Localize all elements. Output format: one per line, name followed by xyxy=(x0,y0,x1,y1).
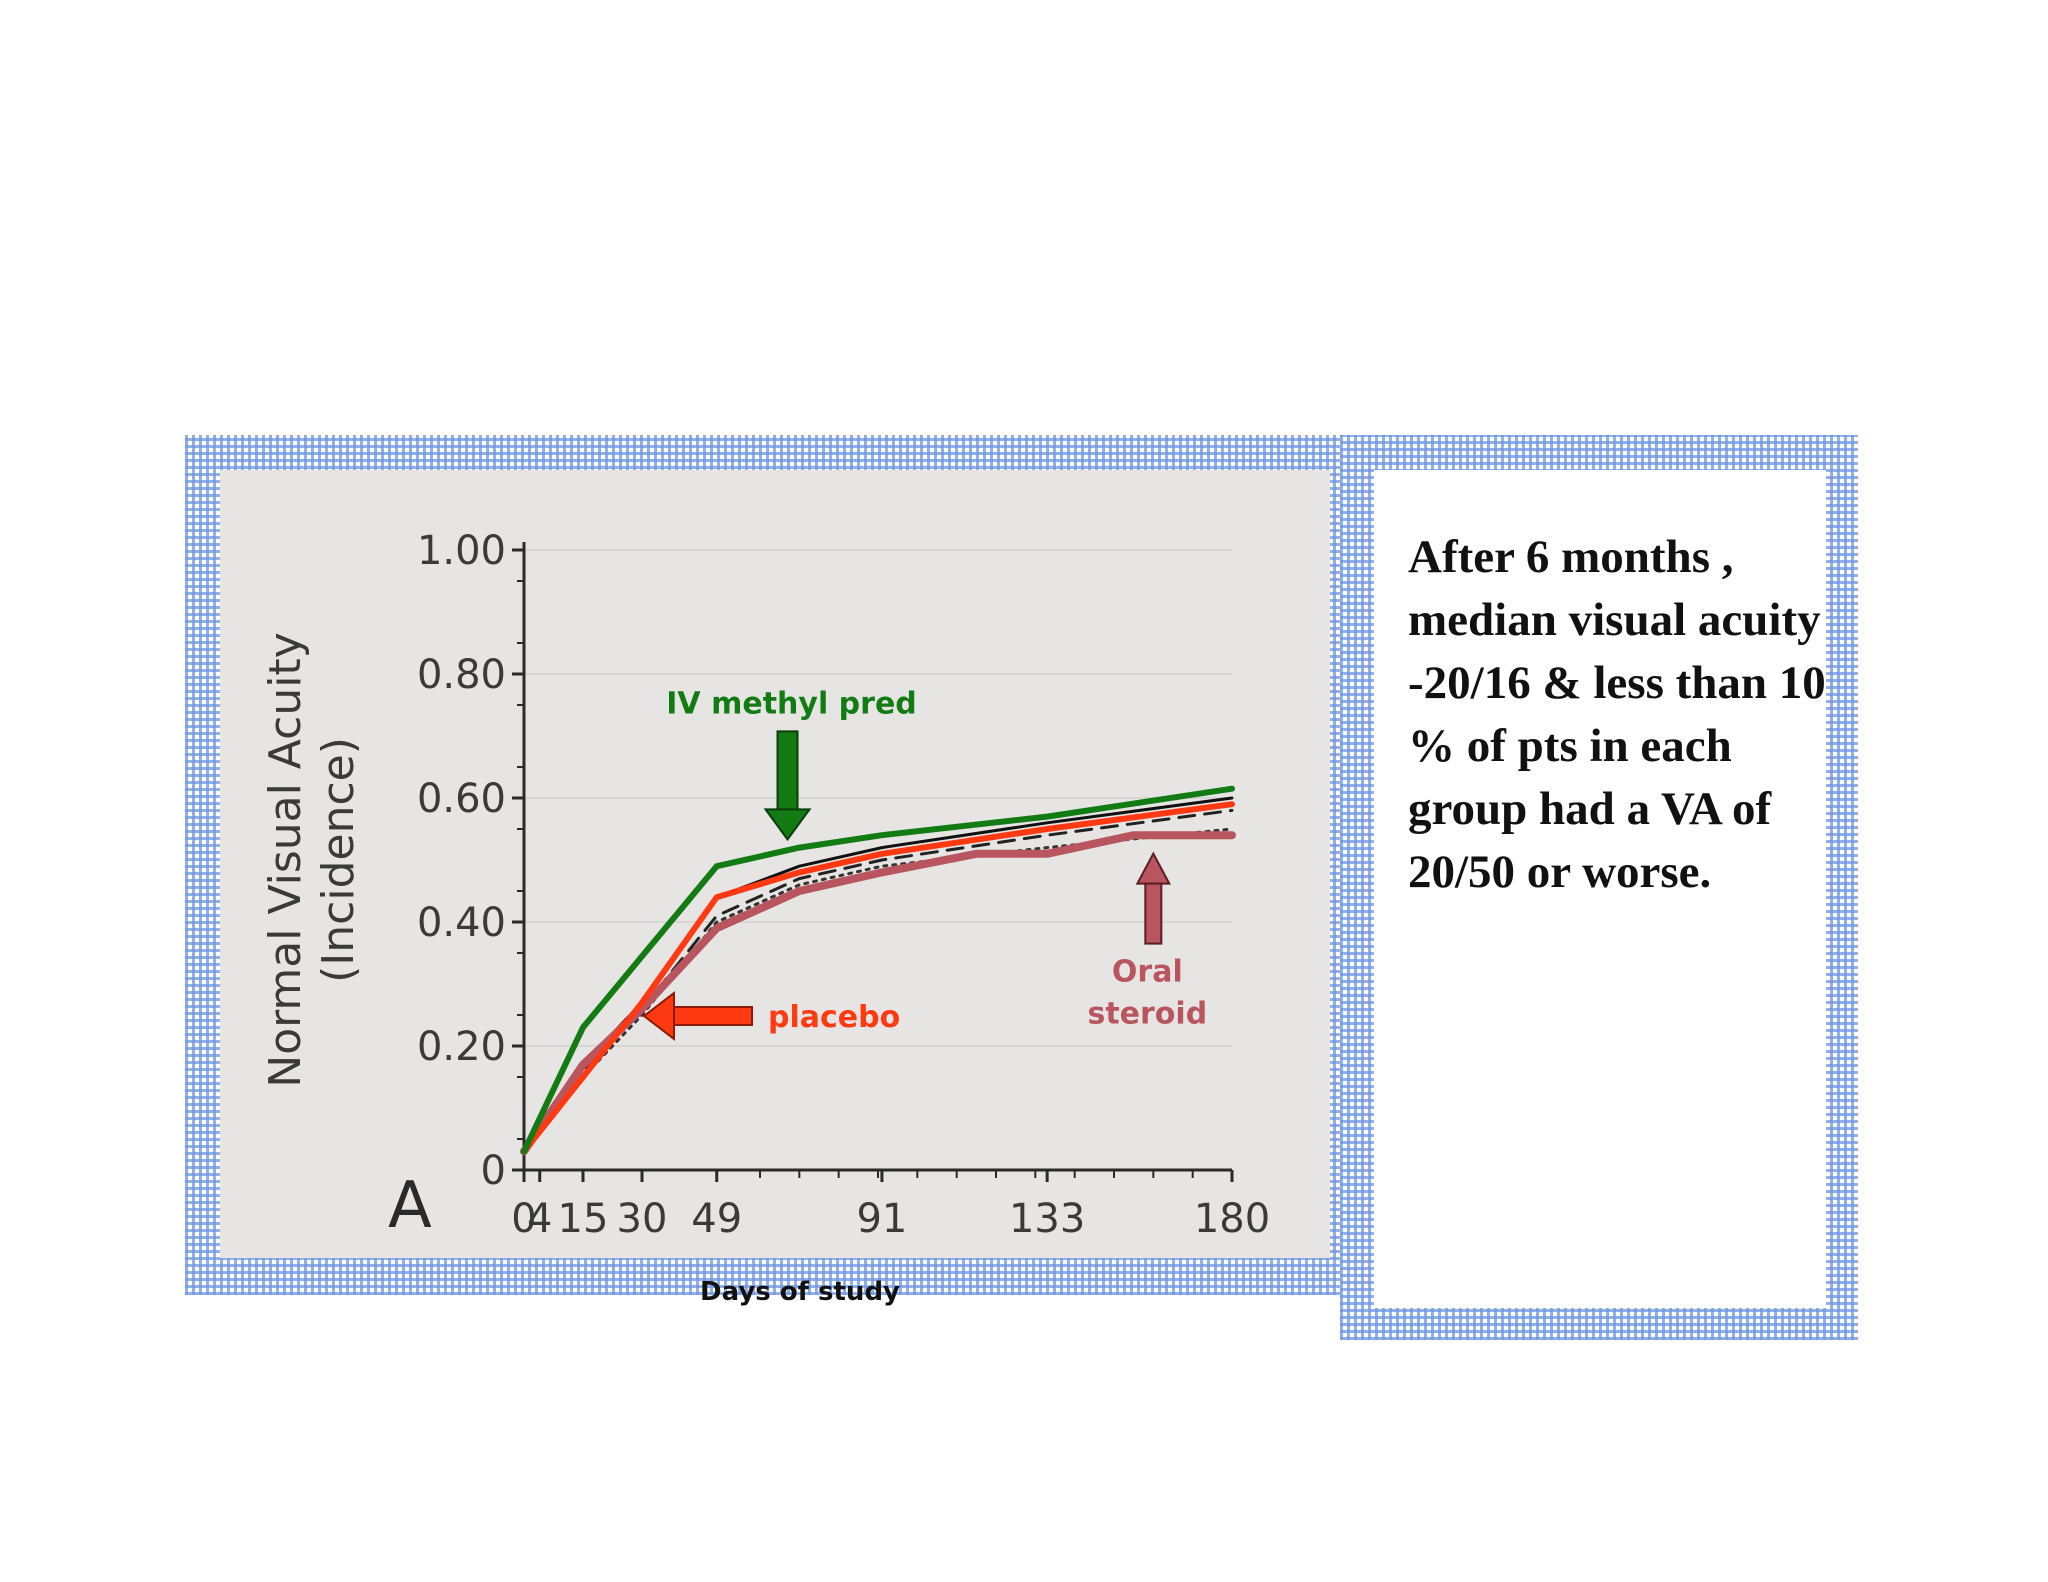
iv-arrow-head xyxy=(763,808,812,842)
x-tick-label: 180 xyxy=(1194,1196,1270,1242)
y-tick-label: 0 xyxy=(481,1148,506,1194)
placebo-arrow-shaft xyxy=(671,1006,753,1026)
y-tick-label: 1.00 xyxy=(417,528,506,574)
series-line-oral-steroid xyxy=(520,831,1236,1156)
x-tick-label: 30 xyxy=(617,1196,668,1242)
visual-acuity-chart: 0 0.20 0.40 0.60 0.80 1.00 04 15 30 49 91 133 180 A No… xyxy=(260,528,1270,1243)
x-tick-label: 133 xyxy=(1009,1196,1085,1242)
text-panel xyxy=(1374,470,1826,1308)
y-tick-label: 0.60 xyxy=(417,776,506,822)
iv-arrow-shaft xyxy=(776,730,799,813)
x-tick-label: 49 xyxy=(691,1196,742,1242)
oral-steroid-label-line2: steroid xyxy=(1087,997,1207,1032)
y-tick-label: 0.40 xyxy=(417,900,506,946)
placebo-arrow-head xyxy=(642,990,675,1042)
iv-methyl-pred-label: IV methyl pred xyxy=(666,686,917,721)
y-tick-label: 0.20 xyxy=(417,1024,506,1070)
x-tick-label: 4 xyxy=(527,1196,552,1242)
panel-label: A xyxy=(388,1169,432,1243)
oral-arrow-shaft xyxy=(1144,882,1163,945)
oral-steroid-label-line1: Oral xyxy=(1112,955,1183,990)
x-tick-label: 15 xyxy=(558,1196,609,1242)
y-tick-label: 0.80 xyxy=(417,652,506,698)
series-line-placebo xyxy=(521,801,1235,1155)
series-line-iv-methyl-pred xyxy=(521,785,1235,1155)
placebo-label: placebo xyxy=(768,1000,900,1035)
y-axis-subtitle: (Incidence) xyxy=(313,737,364,983)
x-tick-label: 0 xyxy=(511,1196,536,1242)
oral-arrow-head xyxy=(1135,851,1171,885)
chart-photo-background xyxy=(220,470,1330,1258)
summary-note: After 6 months , median visual acuity -2… xyxy=(1408,531,1826,898)
x-axis-title: Days of study xyxy=(700,1277,901,1307)
y-axis-title: Normal Visual Acuity xyxy=(260,632,311,1087)
x-tick-label: 91 xyxy=(856,1196,907,1242)
